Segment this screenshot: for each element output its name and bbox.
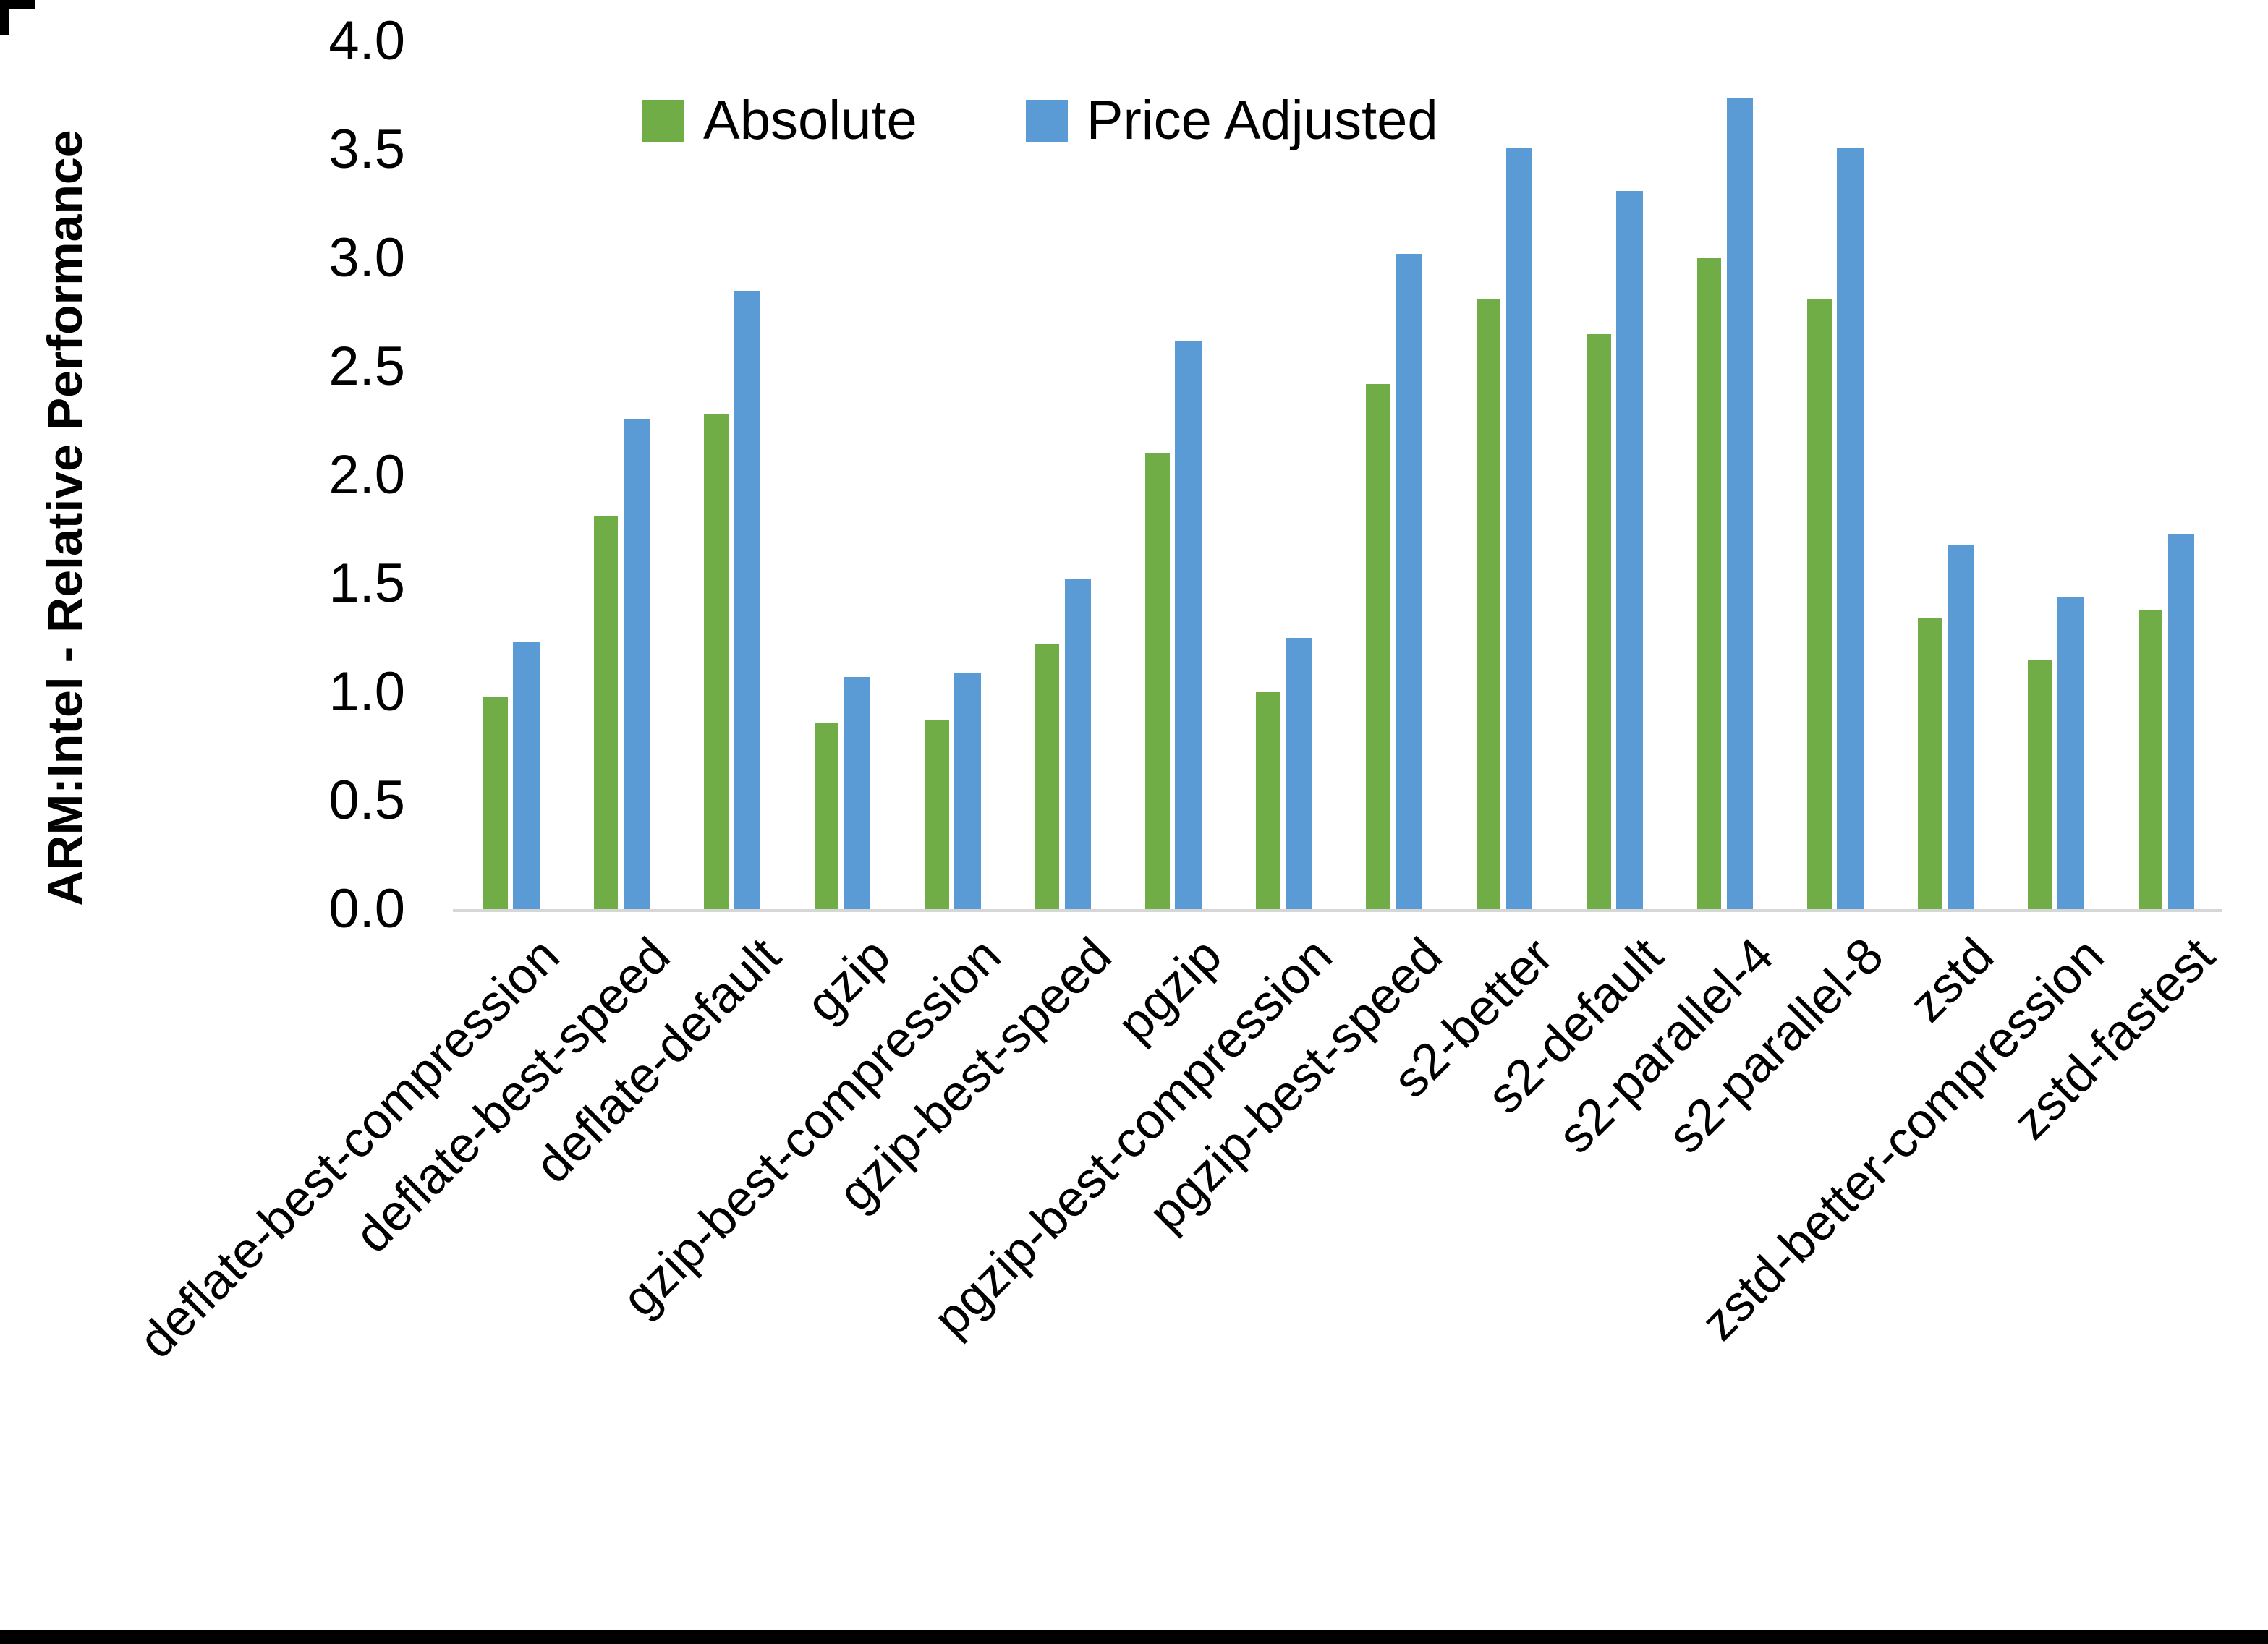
legend-label: Price Adjusted xyxy=(1086,90,1438,151)
y-tick-label-1.0: 1.0 xyxy=(328,661,405,723)
bar-price-adjusted-pgzip-best-speed xyxy=(1396,254,1422,909)
bar-absolute-s2-better xyxy=(1476,299,1501,909)
bar-price-adjusted-gzip-best-speed xyxy=(1064,579,1092,909)
bar-absolute-deflate-best-speed xyxy=(593,516,619,909)
bar-price-adjusted-pgzip-best-compression xyxy=(1285,638,1312,909)
bar-absolute-zstd-better-compression xyxy=(2028,660,2052,909)
legend-item-price-adjusted: Price Adjusted xyxy=(1025,90,1438,151)
bar-absolute-s2-default xyxy=(1587,334,1611,909)
x-label-deflate-best-compression: deflate-best-compression xyxy=(128,927,570,1369)
y-tick-label-1.5: 1.5 xyxy=(328,553,405,614)
frame-bottom-border xyxy=(0,1630,2268,1644)
legend-label: Absolute xyxy=(703,90,917,151)
y-tick-label-0.5: 0.5 xyxy=(328,770,405,831)
bar-absolute-s2-parallel-8 xyxy=(1807,299,1832,909)
bar-price-adjusted-pgzip xyxy=(1175,341,1202,909)
bar-price-adjusted-deflate-default xyxy=(734,291,760,909)
bar-price-adjusted-s2-parallel-8 xyxy=(1837,148,1864,909)
bar-absolute-deflate-best-compression xyxy=(483,697,508,909)
bar-price-adjusted-deflate-best-compression xyxy=(513,642,540,909)
bar-absolute-gzip xyxy=(814,723,839,909)
x-axis-line xyxy=(453,909,2222,912)
bar-absolute-s2-parallel-4 xyxy=(1696,258,1722,909)
legend-swatch-icon xyxy=(1025,100,1068,142)
bar-absolute-zstd-fastest xyxy=(2138,610,2163,909)
frame-top-left-corner-horizontal xyxy=(0,0,35,9)
bar-absolute-gzip-best-compression xyxy=(925,720,949,909)
bar-price-adjusted-gzip xyxy=(844,677,871,909)
bar-absolute-pgzip xyxy=(1145,453,1170,909)
legend-item-absolute: Absolute xyxy=(642,92,917,150)
bar-price-adjusted-s2-better xyxy=(1505,148,1533,909)
bar-price-adjusted-deflate-best-speed xyxy=(623,419,650,909)
bar-absolute-zstd xyxy=(1917,618,1942,909)
bar-absolute-gzip-best-speed xyxy=(1035,644,1060,909)
y-tick-label-4.0: 4.0 xyxy=(328,10,405,72)
legend-swatch-icon xyxy=(642,100,684,142)
bar-price-adjusted-gzip-best-compression xyxy=(954,673,981,909)
bar-price-adjusted-zstd-fastest xyxy=(2167,534,2195,909)
bar-price-adjusted-zstd-better-compression xyxy=(2057,597,2084,909)
bar-absolute-deflate-default xyxy=(704,414,729,909)
y-tick-label-3.0: 3.0 xyxy=(328,227,405,289)
y-tick-label-2.5: 2.5 xyxy=(328,336,405,397)
y-tick-label-0.0: 0.0 xyxy=(328,878,405,940)
y-tick-label-2.0: 2.0 xyxy=(328,444,405,506)
bar-absolute-pgzip-best-compression xyxy=(1255,692,1280,909)
legend: Absolute Price Adjusted xyxy=(642,81,1438,161)
bar-price-adjusted-s2-parallel-4 xyxy=(1726,98,1754,909)
bar-price-adjusted-s2-default xyxy=(1616,191,1643,909)
bar-absolute-pgzip-best-speed xyxy=(1366,384,1390,909)
y-tick-label-3.5: 3.5 xyxy=(328,119,405,180)
bar-price-adjusted-zstd xyxy=(1947,545,1974,909)
